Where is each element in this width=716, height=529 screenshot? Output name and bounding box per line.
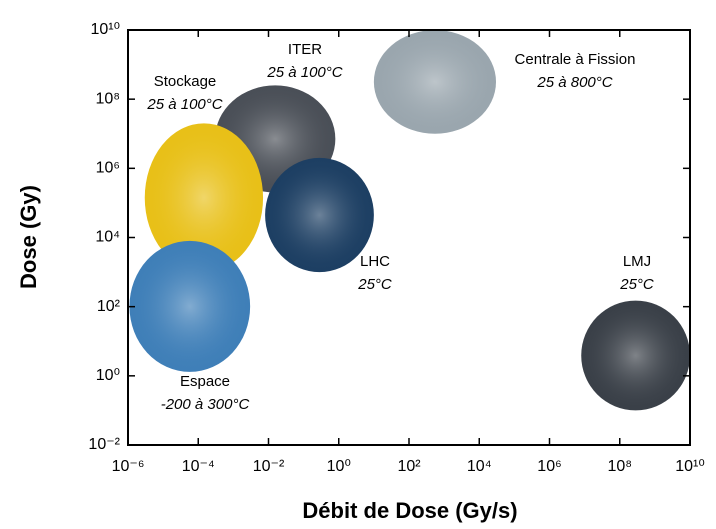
region-name: LHC	[360, 253, 390, 270]
region-temperature: -200 à 300°C	[161, 396, 250, 413]
region-name: LMJ	[623, 253, 651, 270]
region-temperature: 25 à 100°C	[266, 64, 342, 81]
region-temperature: 25 à 100°C	[146, 96, 222, 113]
region-temperature: 25°C	[357, 276, 392, 293]
x-tick-label: 10⁰	[327, 458, 351, 475]
region-name: ITER	[288, 41, 322, 58]
y-tick-label: 10⁰	[96, 367, 120, 384]
x-tick-label: 10⁶	[537, 458, 561, 475]
x-tick-label: 10⁻⁴	[182, 458, 215, 475]
y-tick-label: 10²	[97, 298, 121, 315]
y-tick-label: 10⁸	[95, 90, 120, 107]
x-tick-label: 10²	[397, 458, 421, 475]
y-tick-label: 10⁶	[96, 160, 120, 177]
region-shade	[265, 157, 374, 273]
region-name: Stockage	[154, 73, 217, 90]
x-tick-label: 10¹⁰	[675, 458, 705, 475]
region-temperature: 25°C	[619, 276, 654, 293]
region-name: Centrale à Fission	[515, 51, 636, 68]
y-tick-label: 10¹⁰	[90, 21, 120, 38]
y-axis-title: Dose (Gy)	[16, 185, 41, 289]
y-tick-label: 10⁴	[95, 229, 120, 246]
x-tick-label: 10⁸	[607, 458, 632, 475]
x-axis-title: Débit de Dose (Gy/s)	[302, 498, 517, 523]
region-shade	[581, 300, 690, 411]
y-tick-label: 10⁻²	[88, 436, 120, 453]
region-shade	[129, 240, 251, 372]
region-shade	[144, 123, 264, 273]
region-temperature: 25 à 800°C	[536, 74, 612, 91]
x-tick-label: 10⁻⁶	[112, 458, 145, 475]
x-tick-label: 10⁴	[467, 458, 492, 475]
region-name: Espace	[180, 373, 230, 390]
region-shade	[373, 30, 497, 134]
x-tick-label: 10⁻²	[253, 458, 285, 475]
